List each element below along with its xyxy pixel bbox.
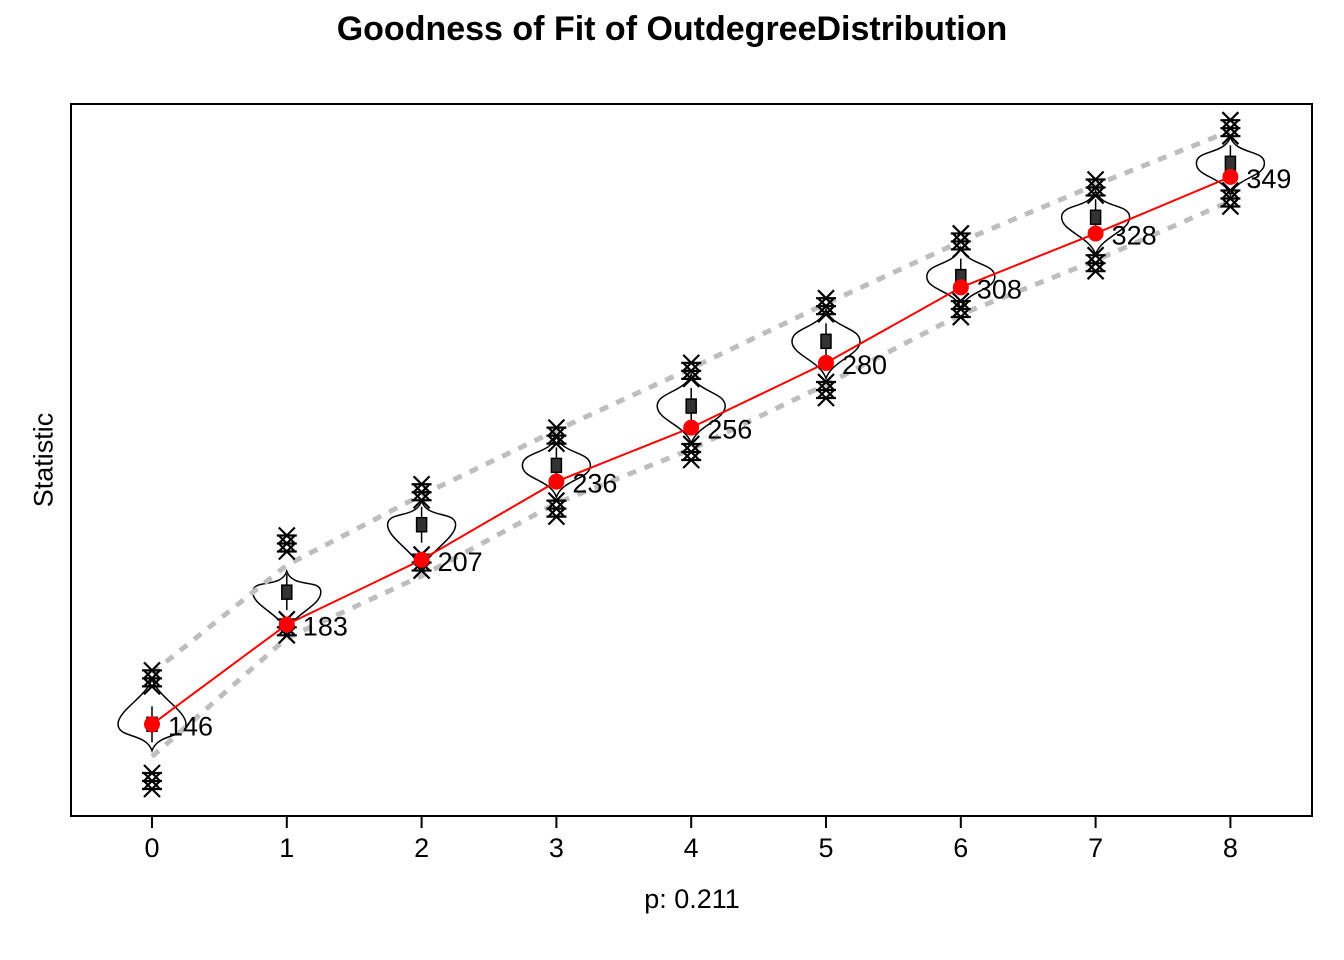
observed-point-0 [144,716,160,733]
observed-label-8: 349 [1246,164,1291,194]
x-tick-label-1: 1 [279,833,294,863]
observed-label-3: 236 [572,469,617,499]
observed-group: 146 183 207 236 256 280 308 328 349 [144,164,1291,741]
outlier-lower-7-2 [1085,246,1106,264]
x-tick-label-4: 4 [684,833,699,863]
outlier-upper-3-2 [546,434,567,453]
outlier-lower-4-2 [681,435,702,453]
x-tick-label-5: 5 [818,833,833,863]
chart-title: Goodness of Fit of OutdegreeDistribution [336,10,1008,48]
observed-label-1: 183 [303,612,348,642]
observed-label-7: 328 [1112,220,1157,250]
observed-point-7 [1087,225,1104,242]
x-tick-label-6: 6 [953,833,968,863]
x-axis: 0 1 2 3 4 5 6 7 8 [144,816,1238,863]
outlier-upper-7-2 [1085,186,1106,205]
x-tick-label-8: 8 [1223,833,1238,863]
outlier-upper-8-2 [1220,127,1241,145]
observed-point-6 [952,279,969,296]
bands-group [150,128,1232,759]
outlier-upper-2-2 [411,491,432,510]
outlier-upper-6-2 [950,240,971,259]
outlier-lower-3-2 [546,491,567,510]
violin-0 [117,676,187,754]
outliers-group [142,111,1241,798]
observed-point-1 [278,616,295,633]
outlier-upper-0-2 [142,677,162,696]
outlier-lower-5-2 [816,373,836,391]
observed-label-5: 280 [842,350,887,380]
violin-5 [791,307,861,381]
observed-point-5 [818,354,834,371]
observed-label-2: 207 [438,547,483,577]
outlier-upper-5-2 [816,305,836,323]
x-axis-label: p: 0.211 [644,884,740,914]
median-box-4 [685,398,697,414]
observed-point-8 [1222,168,1239,185]
median-box-3 [550,457,563,474]
median-box-1 [281,584,293,600]
band-lower-line [150,198,1232,759]
observed-point-3 [548,473,565,490]
observed-label-6: 308 [977,274,1022,304]
median-box-7 [1089,209,1102,226]
outlier-upper-4-2 [681,370,702,388]
x-tick-label-0: 0 [144,833,159,863]
median-box-8 [1224,155,1237,172]
median-box-5 [820,333,832,350]
x-tick-label-3: 3 [549,833,564,863]
observed-label-4: 256 [707,415,752,445]
median-box-2 [415,516,428,533]
outlier-upper-1-2 [276,542,297,561]
observed-label-0: 146 [168,711,213,741]
violin-3 [521,433,592,500]
violin-8 [1195,134,1266,198]
outlier-lower-6-2 [950,292,971,310]
x-tick-label-7: 7 [1088,833,1103,863]
observed-point-4 [683,419,700,436]
outlier-lower-0-2 [142,764,162,782]
x-tick-label-2: 2 [414,833,429,863]
outlier-lower-8-2 [1220,181,1241,200]
observed-point-2 [413,551,430,568]
band-upper-line [150,128,1232,676]
